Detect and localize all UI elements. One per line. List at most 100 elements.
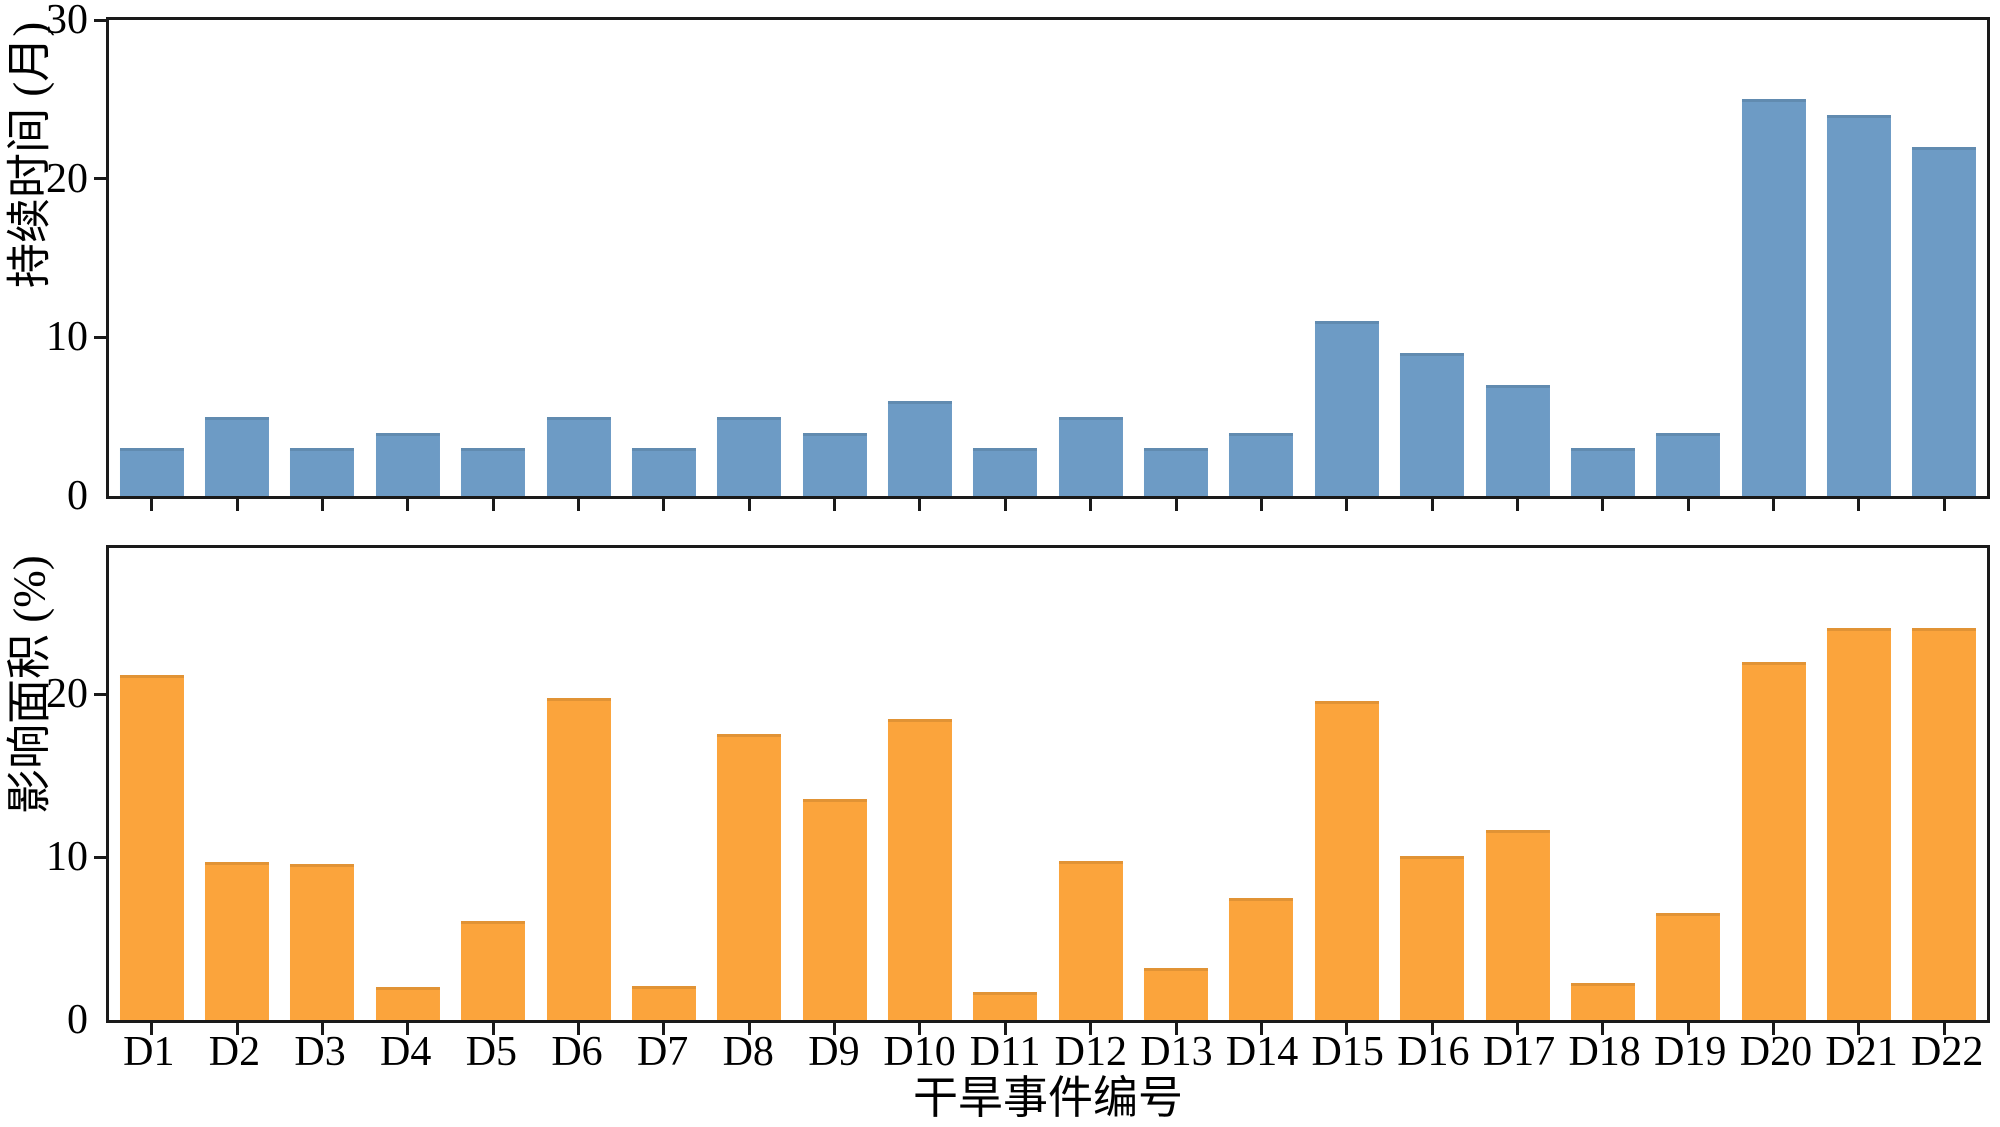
y-tick-mark bbox=[94, 855, 107, 859]
bar-D6 bbox=[546, 697, 611, 1020]
bar-D7 bbox=[631, 448, 696, 496]
bar-D11 bbox=[973, 448, 1038, 496]
x-tick-mark bbox=[833, 1022, 837, 1035]
y-tick-mark bbox=[94, 692, 107, 696]
x-tick-mark bbox=[662, 1022, 666, 1035]
bar-D17 bbox=[1485, 829, 1550, 1020]
x-tick-mark bbox=[1003, 498, 1007, 511]
x-tick-mark bbox=[1686, 1022, 1690, 1035]
x-tick-label-D5: D5 bbox=[465, 1029, 518, 1075]
y-tick-mark bbox=[94, 335, 107, 339]
duration-chart-panel bbox=[106, 17, 1990, 499]
x-tick-label-D17: D17 bbox=[1482, 1029, 1556, 1075]
x-tick-mark bbox=[577, 1022, 580, 1035]
bar-D17 bbox=[1485, 384, 1550, 496]
bar-D14 bbox=[1229, 897, 1294, 1020]
bar-D18 bbox=[1570, 448, 1635, 496]
bar-D9 bbox=[802, 798, 867, 1020]
bar-D2 bbox=[205, 862, 270, 1020]
bar-D22 bbox=[1912, 627, 1977, 1020]
y-tick-mark bbox=[94, 177, 107, 181]
bar-D12 bbox=[1058, 860, 1123, 1020]
x-tick-mark bbox=[1516, 1022, 1519, 1035]
x-tick-mark bbox=[1772, 1022, 1776, 1035]
x-tick-mark bbox=[1089, 498, 1093, 511]
x-tick-mark bbox=[833, 498, 837, 511]
x-tick-mark bbox=[1345, 1022, 1349, 1035]
bar-D20 bbox=[1741, 99, 1806, 496]
x-tick-mark bbox=[150, 498, 154, 511]
x-tick-label-D8: D8 bbox=[722, 1029, 774, 1075]
x-tick-mark bbox=[1942, 1022, 1946, 1035]
bar-D4 bbox=[375, 987, 440, 1020]
x-tick-label-D2: D2 bbox=[208, 1029, 261, 1075]
bar-D14 bbox=[1229, 432, 1294, 496]
x-tick-label-D22: D22 bbox=[1911, 1029, 1984, 1075]
x-tick-mark bbox=[1259, 1022, 1263, 1035]
x-tick-mark bbox=[406, 1022, 410, 1035]
x-axis-category-labels: D1 D2 D3 D4 D5 D6 D7 D8 D9 D10 D11 D12 D13 D14 D15 D16 D… bbox=[106, 1031, 1990, 1075]
x-tick-mark bbox=[1174, 498, 1178, 511]
bar-D12 bbox=[1058, 416, 1123, 496]
x-tick-mark bbox=[1942, 498, 1946, 511]
bar-D8 bbox=[717, 733, 782, 1020]
x-tick-label-D1: D1 bbox=[123, 1029, 175, 1075]
x-tick-label-D13: D13 bbox=[1140, 1029, 1213, 1075]
x-tick-label-D15: D15 bbox=[1311, 1029, 1384, 1075]
y-tick-label: 0 bbox=[67, 997, 88, 1043]
bar-D11 bbox=[973, 992, 1038, 1020]
x-tick-label-D6: D6 bbox=[551, 1029, 603, 1075]
y-tick-label: 0 bbox=[67, 473, 88, 519]
bar-D13 bbox=[1144, 448, 1209, 496]
y-tick-mark bbox=[94, 18, 107, 22]
bar-D6 bbox=[546, 416, 611, 496]
x-tick-mark bbox=[747, 1022, 751, 1035]
x-tick-mark bbox=[662, 498, 666, 511]
bar-D16 bbox=[1400, 855, 1465, 1020]
x-tick-mark bbox=[320, 1022, 324, 1035]
x-tick-mark bbox=[1089, 1022, 1093, 1035]
x-tick-label-D20: D20 bbox=[1739, 1029, 1813, 1075]
x-tick-label-D16: D16 bbox=[1397, 1029, 1470, 1075]
x-tick-mark bbox=[1772, 498, 1776, 511]
bar-D15 bbox=[1314, 321, 1379, 496]
x-tick-mark bbox=[235, 498, 239, 511]
y-tick-label: 10 bbox=[46, 834, 88, 881]
y-tick-label: 10 bbox=[46, 314, 88, 361]
x-tick-mark bbox=[1686, 498, 1690, 511]
bar-D1 bbox=[119, 674, 184, 1020]
x-tick-mark bbox=[1516, 498, 1519, 511]
x-tick-mark bbox=[150, 1022, 154, 1035]
x-tick-mark bbox=[1174, 1022, 1178, 1035]
x-tick-mark bbox=[577, 498, 580, 511]
bar-D21 bbox=[1826, 115, 1891, 496]
bar-D21 bbox=[1826, 627, 1891, 1020]
affected-area-chart-panel bbox=[106, 545, 1990, 1023]
x-tick-label-D9: D9 bbox=[808, 1029, 860, 1075]
x-tick-mark bbox=[491, 498, 495, 511]
bar-D7 bbox=[631, 985, 696, 1020]
bar-D3 bbox=[290, 863, 355, 1020]
x-tick-mark bbox=[320, 498, 324, 511]
bar-D19 bbox=[1656, 432, 1721, 496]
x-tick-mark bbox=[235, 1022, 239, 1035]
x-tick-mark bbox=[1345, 498, 1349, 511]
x-tick-label-D10: D10 bbox=[883, 1029, 956, 1075]
bar-D5 bbox=[461, 920, 526, 1020]
x-tick-mark bbox=[1857, 498, 1861, 511]
bar-D10 bbox=[887, 400, 952, 496]
bar-D20 bbox=[1741, 661, 1806, 1020]
bar-D4 bbox=[375, 432, 440, 496]
x-tick-label-D11: D11 bbox=[969, 1029, 1041, 1075]
area-y-axis-label: 影响面积 (%) bbox=[4, 555, 55, 814]
x-tick-label-D4: D4 bbox=[380, 1029, 432, 1075]
bar-D3 bbox=[290, 448, 355, 496]
x-tick-mark bbox=[1601, 498, 1605, 511]
x-tick-mark bbox=[1430, 1022, 1434, 1035]
bar-D9 bbox=[802, 432, 867, 496]
y-tick-label: 30 bbox=[46, 0, 88, 43]
y-tick-label: 20 bbox=[46, 671, 88, 718]
x-tick-mark bbox=[406, 498, 410, 511]
x-tick-label-D14: D14 bbox=[1225, 1029, 1299, 1075]
